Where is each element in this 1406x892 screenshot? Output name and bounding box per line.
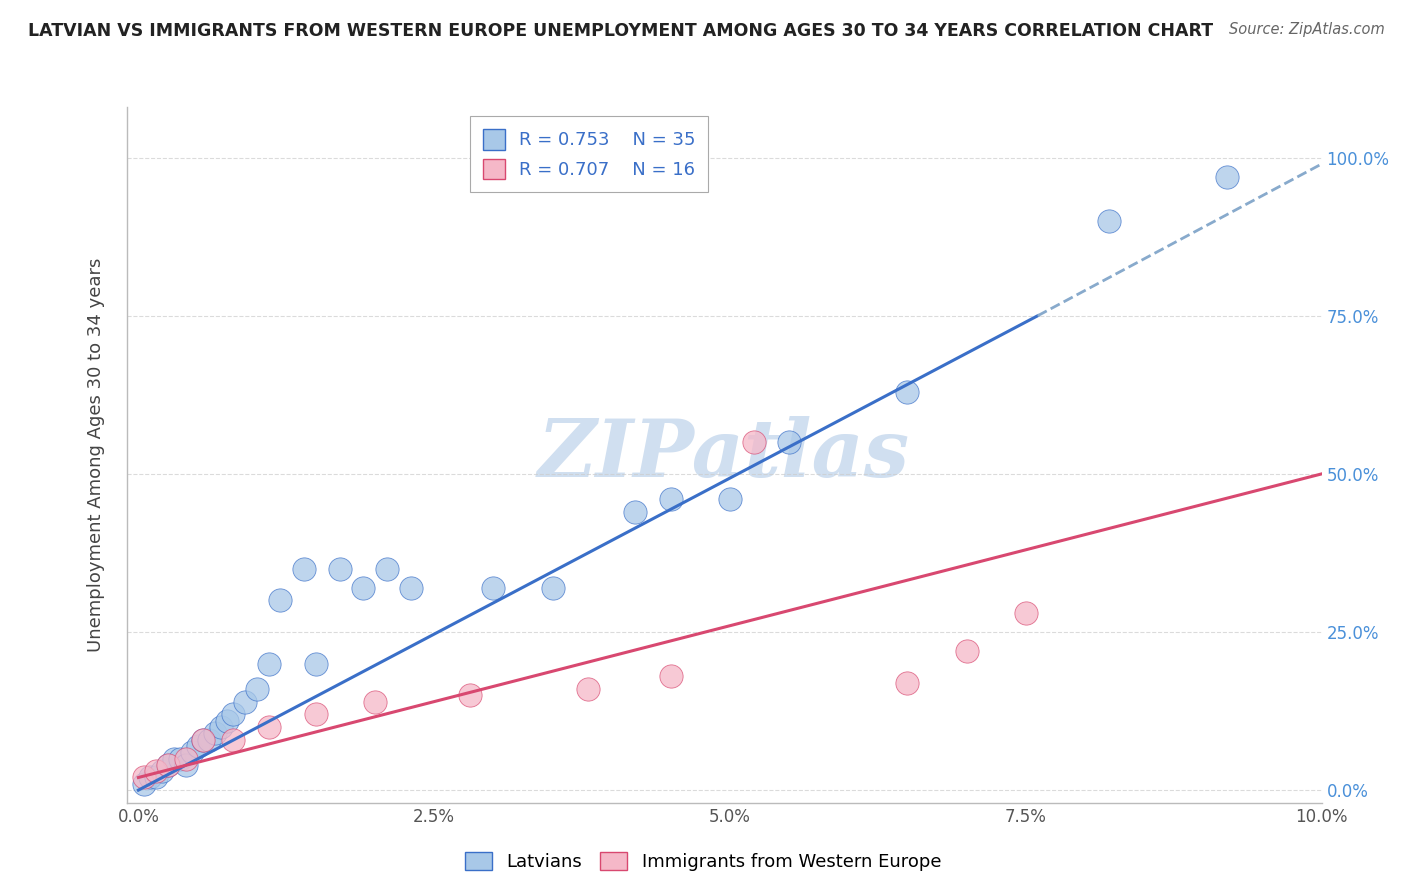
Point	[576, 681, 599, 696]
Text: Source: ZipAtlas.com: Source: ZipAtlas.com	[1229, 22, 1385, 37]
Point	[1216, 169, 1239, 184]
Point	[156, 757, 179, 772]
Point	[257, 720, 280, 734]
Point	[233, 695, 256, 709]
Point	[1098, 214, 1121, 228]
Point	[659, 669, 682, 683]
Point	[292, 562, 315, 576]
Point	[541, 581, 564, 595]
Point	[896, 384, 918, 399]
Point	[742, 435, 765, 450]
Point	[174, 757, 197, 772]
Point	[145, 771, 167, 785]
Point	[305, 657, 328, 671]
Point	[328, 562, 350, 576]
Point	[305, 707, 328, 722]
Legend: R = 0.753    N = 35, R = 0.707    N = 16: R = 0.753 N = 35, R = 0.707 N = 16	[470, 116, 709, 192]
Point	[193, 732, 215, 747]
Point	[198, 732, 221, 747]
Point	[204, 726, 226, 740]
Y-axis label: Unemployment Among Ages 30 to 34 years: Unemployment Among Ages 30 to 34 years	[87, 258, 105, 652]
Point	[458, 688, 481, 702]
Point	[163, 751, 186, 765]
Point	[375, 562, 398, 576]
Point	[222, 732, 245, 747]
Point	[134, 777, 156, 791]
Point	[180, 745, 202, 759]
Point	[1015, 606, 1038, 620]
Point	[364, 695, 387, 709]
Point	[399, 581, 422, 595]
Text: ZIPatlas: ZIPatlas	[538, 417, 910, 493]
Text: LATVIAN VS IMMIGRANTS FROM WESTERN EUROPE UNEMPLOYMENT AMONG AGES 30 TO 34 YEARS: LATVIAN VS IMMIGRANTS FROM WESTERN EUROP…	[28, 22, 1213, 40]
Point	[956, 644, 979, 658]
Point	[186, 739, 208, 753]
Point	[193, 732, 215, 747]
Point	[222, 707, 245, 722]
Point	[718, 492, 741, 507]
Point	[209, 720, 232, 734]
Point	[482, 581, 505, 595]
Point	[156, 757, 179, 772]
Point	[145, 764, 167, 779]
Point	[150, 764, 173, 779]
Point	[174, 751, 197, 765]
Point	[257, 657, 280, 671]
Point	[778, 435, 800, 450]
Point	[352, 581, 374, 595]
Point	[169, 751, 191, 765]
Point	[896, 675, 918, 690]
Point	[217, 714, 239, 728]
Point	[659, 492, 682, 507]
Point	[246, 681, 269, 696]
Point	[624, 505, 647, 519]
Point	[139, 771, 162, 785]
Point	[134, 771, 156, 785]
Legend: Latvians, Immigrants from Western Europe: Latvians, Immigrants from Western Europe	[457, 845, 949, 879]
Point	[269, 593, 291, 607]
